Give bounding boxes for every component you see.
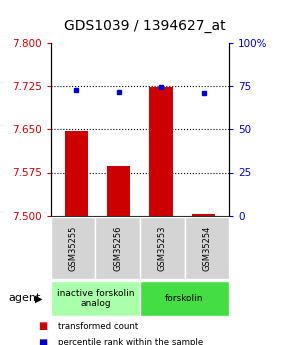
Text: ■: ■ xyxy=(38,321,47,331)
Bar xyxy=(65,130,88,216)
Bar xyxy=(192,214,215,216)
Text: GSM35255: GSM35255 xyxy=(68,226,77,271)
Text: ▶: ▶ xyxy=(35,294,43,303)
Text: GSM35256: GSM35256 xyxy=(113,226,122,271)
Bar xyxy=(107,166,130,216)
Text: GSM35253: GSM35253 xyxy=(158,226,167,271)
Text: agent: agent xyxy=(9,294,41,303)
Text: forskolin: forskolin xyxy=(165,294,204,303)
Text: transformed count: transformed count xyxy=(58,322,138,331)
Text: ■: ■ xyxy=(38,338,47,345)
Text: inactive forskolin
analog: inactive forskolin analog xyxy=(57,289,134,308)
Text: percentile rank within the sample: percentile rank within the sample xyxy=(58,338,203,345)
Bar xyxy=(149,87,173,216)
Text: GSM35254: GSM35254 xyxy=(202,226,211,271)
Text: GDS1039 / 1394627_at: GDS1039 / 1394627_at xyxy=(64,19,226,33)
